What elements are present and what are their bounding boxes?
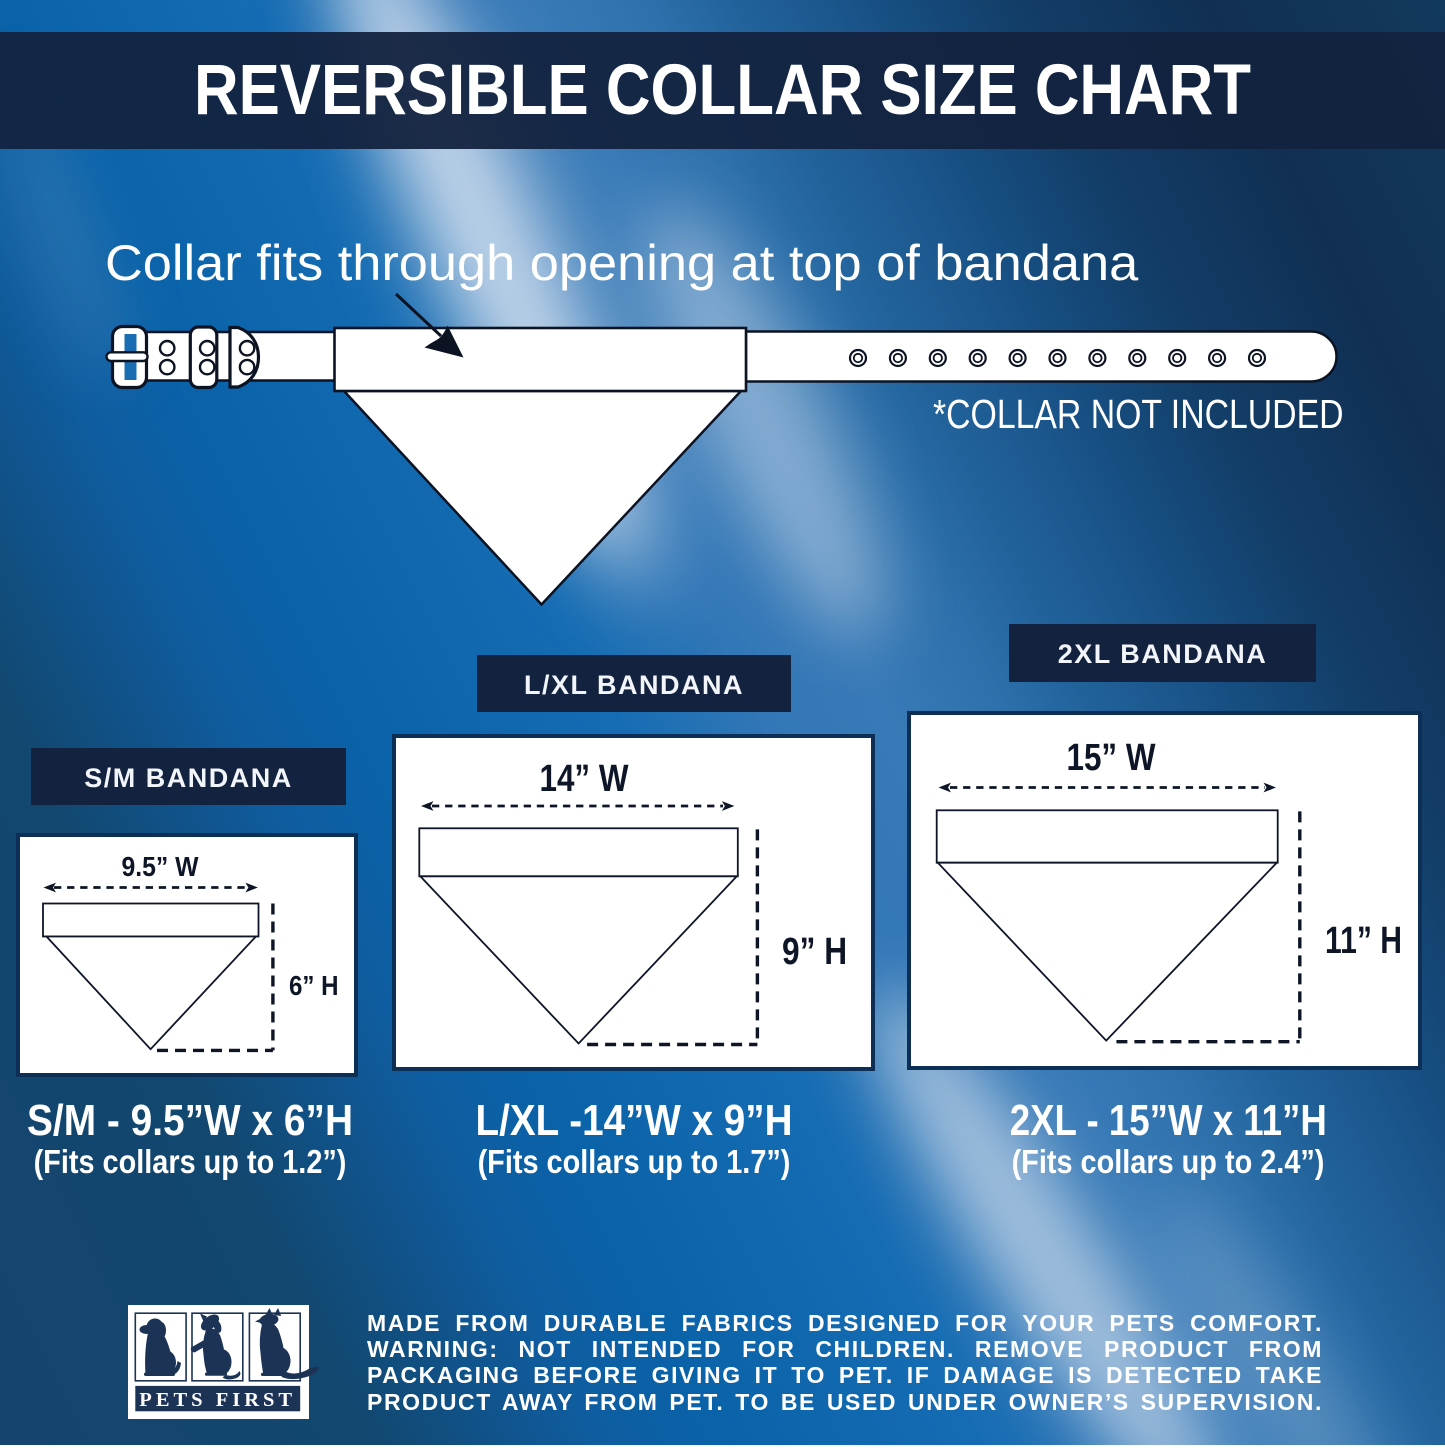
- svg-text:PETS FIRST: PETS FIRST: [139, 1389, 296, 1411]
